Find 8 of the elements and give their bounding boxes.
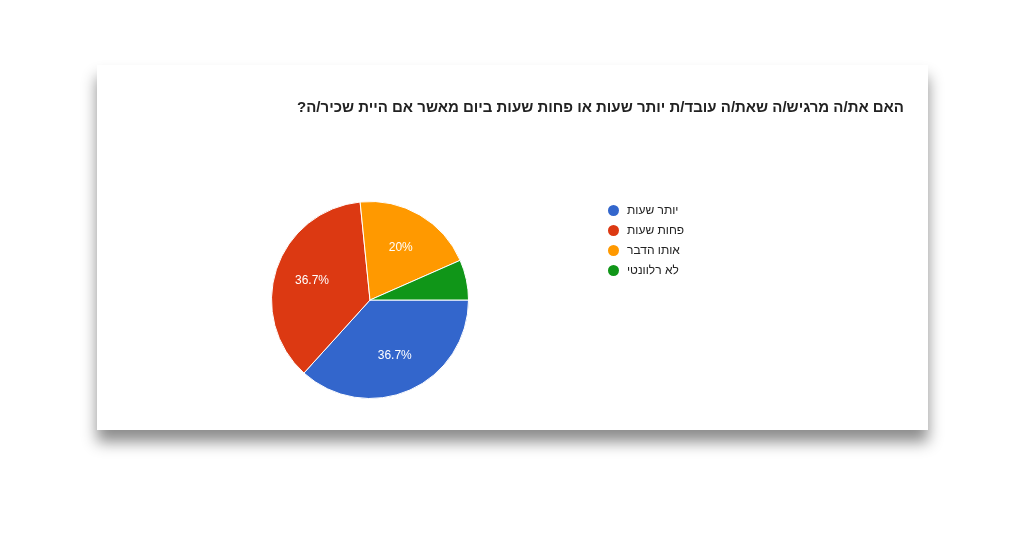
data-label: 36.7% — [294, 273, 330, 288]
legend-label: פחות שעות — [627, 223, 685, 237]
legend-label: יותר שעות — [627, 203, 679, 217]
legend-label: אותו הדבר — [627, 243, 680, 257]
chart-title: האם את/ה מרגיש/ה שאת/ה עובד/ת יותר שעות או פחות שעות ביום מאשר אם היית שכיר/ה? — [296, 98, 904, 115]
data-label: 20% — [388, 239, 414, 254]
legend-label: לא רלוונטי — [627, 263, 679, 277]
data-label: 36.7% — [377, 348, 413, 363]
